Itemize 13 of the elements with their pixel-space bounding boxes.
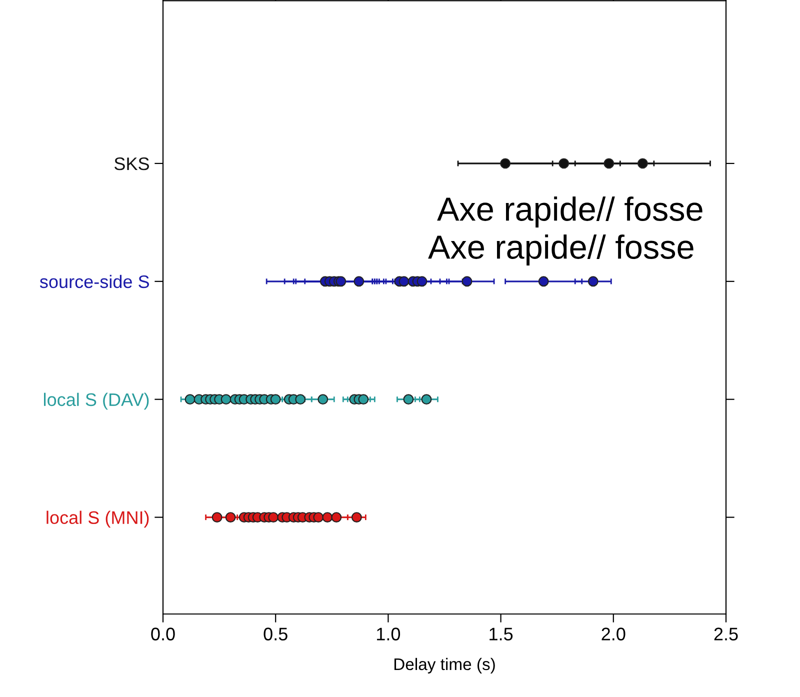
annotation: Axe rapide// fosse [437, 196, 702, 228]
x-tick-label: 1.0 [377, 628, 400, 640]
y-tick-label: SKS [114, 157, 149, 170]
y-tick-label: local S (MNI) [46, 510, 149, 528]
annotation: Axe rapide// fosse [428, 234, 694, 266]
x-tick-label: 2.0 [602, 628, 626, 640]
x-axis-title: Delay time (s) [394, 658, 495, 674]
x-tick-label: 1.5 [490, 628, 513, 640]
y-tick-label: source-side S [40, 274, 149, 288]
y-tick-label: local S (DAV) [44, 392, 149, 410]
x-tick-label: 2.5 [714, 628, 738, 640]
x-tick-label: 0.0 [151, 628, 175, 640]
x-tick-label: 0.5 [264, 628, 288, 640]
